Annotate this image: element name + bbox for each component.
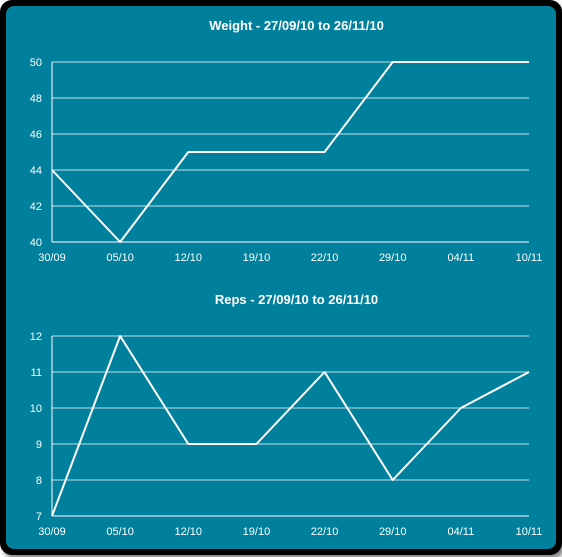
y-tick-label: 12 bbox=[30, 331, 42, 343]
x-tick-label: 04/11 bbox=[447, 252, 474, 264]
x-tick-label: 22/10 bbox=[311, 526, 339, 538]
reps-chart: Reps - 27/09/10 to 26/11/10 7 8 9 10 11 12 30/… bbox=[30, 292, 543, 538]
weight-chart: Weight - 27/09/10 to 26/11/10 40 42 44 46 48… bbox=[30, 18, 543, 264]
series-line bbox=[51, 335, 530, 517]
x-tick-label: 30/09 bbox=[38, 526, 66, 538]
x-tick-label: 19/10 bbox=[243, 252, 271, 264]
chart-title: Weight - 27/09/10 to 26/11/10 bbox=[209, 18, 384, 33]
y-tick-label: 10 bbox=[30, 403, 42, 415]
x-tick-label: 30/09 bbox=[38, 252, 66, 264]
y-tick-label: 9 bbox=[36, 439, 42, 451]
x-tick-label: 12/10 bbox=[175, 526, 203, 538]
series-line bbox=[51, 61, 529, 243]
x-tick-label: 10/11 bbox=[516, 252, 543, 264]
x-tick-label: 10/11 bbox=[516, 526, 543, 538]
y-tick-label: 46 bbox=[30, 129, 42, 141]
y-tick-label: 42 bbox=[30, 201, 42, 213]
chart-panel: Weight - 27/09/10 to 26/11/10 40 42 44 46 48… bbox=[6, 6, 556, 549]
y-tick-label: 48 bbox=[30, 93, 42, 105]
x-tick-label: 19/10 bbox=[243, 526, 271, 538]
x-tick-label: 05/10 bbox=[106, 252, 134, 264]
y-tick-label: 11 bbox=[31, 367, 42, 379]
x-tick-label: 29/10 bbox=[379, 526, 407, 538]
chart-title: Reps - 27/09/10 to 26/11/10 bbox=[215, 292, 378, 307]
x-tick-label: 04/11 bbox=[447, 526, 474, 538]
y-tick-label: 8 bbox=[36, 475, 42, 487]
x-tick-label: 12/10 bbox=[175, 252, 203, 264]
x-tick-label: 22/10 bbox=[311, 252, 339, 264]
y-tick-label: 7 bbox=[36, 511, 42, 523]
y-tick-label: 44 bbox=[30, 165, 42, 177]
charts-canvas: Weight - 27/09/10 to 26/11/10 40 42 44 46 48… bbox=[30, 18, 543, 538]
y-tick-label: 50 bbox=[30, 57, 42, 69]
x-tick-label: 05/10 bbox=[106, 526, 134, 538]
y-tick-label: 40 bbox=[30, 237, 42, 249]
x-tick-label: 29/10 bbox=[379, 252, 407, 264]
